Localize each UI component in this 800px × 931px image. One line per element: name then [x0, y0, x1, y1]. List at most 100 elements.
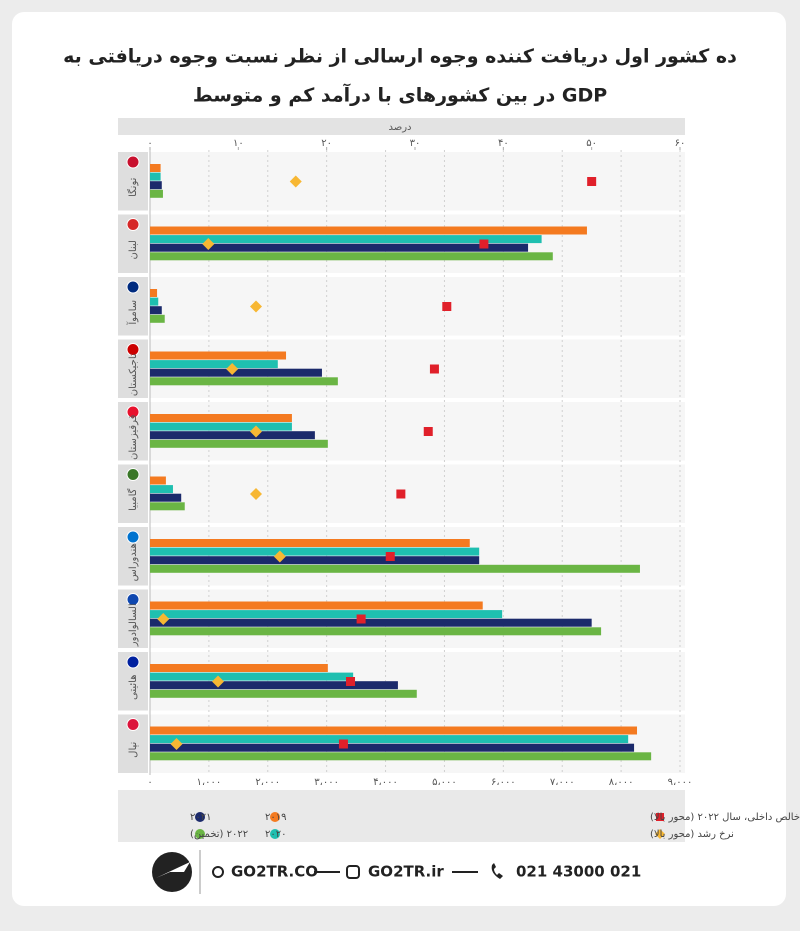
x2-axis-label: درصد — [388, 122, 411, 133]
legend-swatch — [195, 829, 205, 839]
x-tick-label: ۷،۰۰۰ — [550, 777, 575, 788]
marker-diamond — [273, 550, 286, 563]
bar — [150, 627, 602, 636]
bar — [150, 439, 328, 448]
bar — [150, 306, 162, 315]
bar — [150, 360, 278, 369]
bar — [150, 610, 503, 619]
x-tick-label: ۶،۰۰۰ — [491, 777, 516, 788]
bar — [150, 314, 165, 323]
category-label: تونگا — [127, 177, 139, 197]
bar — [150, 672, 354, 681]
marker-diamond — [202, 238, 215, 250]
bar — [150, 235, 542, 244]
bar — [150, 422, 292, 431]
bar — [150, 252, 553, 261]
flag — [126, 343, 140, 356]
legend-label: نرخ رشد (محور بالا) — [650, 829, 734, 840]
x-tick-label: ۵،۰۰۰ — [432, 777, 457, 788]
marker-diamond — [212, 675, 225, 688]
legend-label: درصد از درآمد ناخالص داخلی، سال ۲۰۲۲ (مح… — [650, 810, 800, 823]
bar — [150, 164, 161, 172]
bar — [150, 664, 328, 672]
bar — [150, 431, 315, 440]
category-label: گامبیا — [127, 488, 139, 510]
x2-tick-label: ۲۰ — [321, 138, 332, 149]
footer-site: GO2TR.CO — [231, 863, 318, 881]
flag — [126, 468, 140, 481]
instagram-icon — [346, 865, 360, 879]
marker-diamond — [250, 300, 262, 313]
marker-square — [338, 739, 348, 749]
bar — [150, 377, 338, 386]
x-tick-label: ۱،۰۰۰ — [197, 777, 222, 788]
bar — [150, 414, 292, 422]
legend-swatch — [270, 829, 280, 839]
bar — [150, 564, 640, 573]
marker-square — [396, 489, 406, 499]
legend-swatch — [195, 812, 205, 822]
bar — [150, 289, 158, 297]
flag — [126, 530, 140, 544]
flag — [126, 218, 140, 231]
legend-swatch — [656, 813, 664, 821]
bar — [150, 476, 166, 485]
marker-diamond — [289, 175, 302, 188]
category-label: نپال — [128, 742, 139, 758]
category-label: تاجیکستان — [128, 353, 139, 396]
marker-square — [356, 614, 366, 624]
bar — [150, 493, 182, 502]
x-tick-label: ۸،۰۰۰ — [609, 777, 634, 788]
bar — [150, 618, 592, 627]
bar — [150, 556, 480, 565]
flag — [126, 593, 140, 606]
bar — [150, 297, 159, 306]
category-label: لبنان — [128, 240, 139, 259]
x-tick-label: ۲،۰۰۰ — [255, 777, 280, 788]
bar — [150, 547, 480, 556]
logo-plane — [156, 862, 190, 878]
legend-swatch — [270, 812, 280, 822]
row-band — [150, 277, 685, 336]
x-tick-label: ۴،۰۰۰ — [373, 777, 398, 788]
chart-title: ده کشور اول دریافت کننده وجوه ارسالی از … — [63, 46, 737, 68]
category-label: هائیتی — [128, 675, 139, 700]
row-band — [150, 464, 685, 523]
marker-diamond — [250, 488, 262, 500]
bar — [150, 752, 652, 761]
marker-diamond — [170, 738, 183, 750]
bar — [150, 189, 163, 198]
x2-tick-label: ۱۰ — [233, 138, 244, 149]
marker-square — [587, 177, 597, 186]
marker-diamond — [250, 425, 262, 438]
bar — [150, 743, 635, 752]
bar — [150, 539, 470, 547]
flag — [126, 155, 140, 169]
category-label: ساموآ — [126, 300, 139, 326]
link-icon — [212, 866, 224, 878]
legend-label: ۲۰۱۹ — [265, 812, 286, 823]
x-tick-label: ۳،۰۰۰ — [314, 777, 339, 788]
category-label: قرقیزستان — [128, 414, 139, 460]
marker-diamond — [157, 613, 170, 625]
footer-site: GO2TR.ir — [368, 863, 444, 881]
legend-label: ۲۰۲۱ — [190, 812, 211, 823]
phone-icon — [491, 863, 503, 879]
row-band — [150, 152, 685, 211]
bar — [150, 243, 529, 252]
x2-tick-label: ۴۰ — [498, 138, 509, 149]
marker-square — [442, 302, 452, 311]
category-label: هندوراس — [128, 543, 139, 581]
x-tick-label: ۹،۰۰۰ — [668, 777, 693, 788]
bar — [150, 351, 287, 360]
bar — [150, 181, 162, 190]
footer-phone: 021 43000 021 — [516, 863, 641, 881]
marker-square — [429, 364, 439, 374]
bar — [150, 735, 629, 744]
x2-tick-label: ۳۰ — [410, 138, 421, 149]
x-tick-label: ۰ — [147, 777, 152, 788]
marker-square — [479, 239, 489, 249]
axis-header — [118, 118, 685, 135]
flag — [126, 718, 140, 731]
